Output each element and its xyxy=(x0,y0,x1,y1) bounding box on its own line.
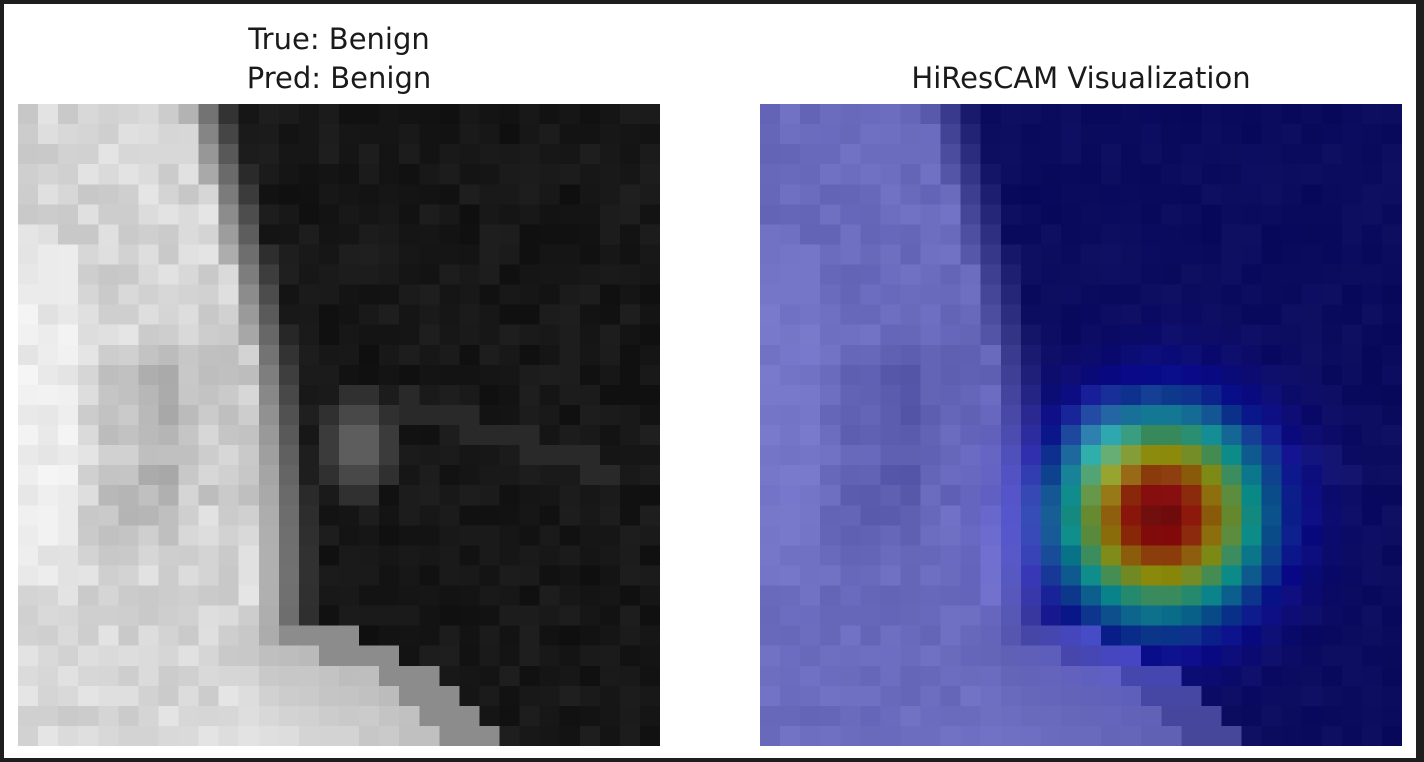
pred-label: Pred: Benign xyxy=(246,61,432,95)
grayscale-image xyxy=(18,104,660,746)
figure-canvas: True: Benign Pred: Benign HiResCAM Visua… xyxy=(4,4,1416,758)
heatmap-image xyxy=(760,104,1402,746)
true-label: True: Benign xyxy=(248,22,430,56)
left-panel-title: True: Benign Pred: Benign xyxy=(18,20,660,98)
right-panel-title: HiResCAM Visualization xyxy=(911,61,1251,95)
